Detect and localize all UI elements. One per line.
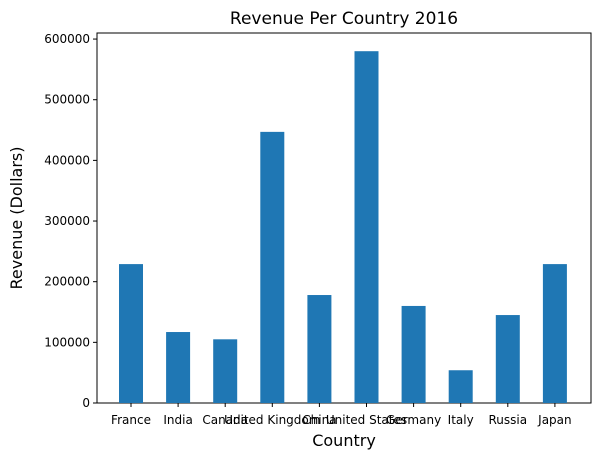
y-tick-label: 100000	[44, 335, 90, 349]
x-tick-label: United Kingdom	[224, 413, 320, 427]
bar-canada	[213, 339, 238, 403]
y-tick-label: 500000	[44, 93, 90, 107]
y-axis-ticks: 0 100000 200000 300000 400000 500000 600000	[44, 32, 97, 410]
chart-title: Revenue Per Country 2016	[230, 9, 458, 29]
x-tick-label: Italy	[448, 413, 474, 427]
y-axis-title: Revenue (Dollars)	[7, 147, 26, 290]
bar-italy	[448, 370, 473, 403]
bar-france	[119, 264, 143, 403]
plot-area-frame	[96, 32, 592, 404]
bar-united-kingdom	[260, 131, 285, 403]
x-tick-label: India	[163, 413, 192, 427]
y-tick-label: 0	[82, 396, 90, 410]
x-tick-label: Russia	[488, 413, 527, 427]
x-tick-label: Japan	[537, 413, 571, 427]
x-tick-label: Canada	[202, 413, 248, 427]
x-tick-label: France	[111, 413, 151, 427]
bar-germany	[401, 305, 426, 403]
bar-india	[166, 332, 191, 403]
x-tick-label: Germany	[386, 413, 441, 427]
bar-russia	[495, 315, 520, 403]
y-tick-label: 400000	[44, 153, 90, 167]
x-tick-label: United States	[326, 413, 407, 427]
y-tick-label: 300000	[44, 214, 90, 228]
bar-japan	[542, 264, 567, 403]
y-tick-label: 600000	[44, 32, 90, 46]
bar-united-states	[354, 51, 379, 403]
y-tick-label: 200000	[44, 275, 90, 289]
x-axis-title: Country	[312, 431, 376, 450]
x-tick-label: China	[302, 413, 336, 427]
bar-china	[307, 295, 332, 403]
bars-layer	[119, 51, 567, 403]
